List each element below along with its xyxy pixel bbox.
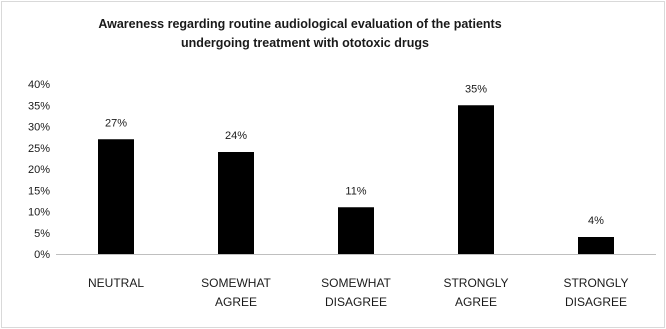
y-tick-label: 10% [28,207,50,219]
category-label: SOMEWHAT [321,276,391,290]
y-tick-label: 5% [34,228,50,240]
bar [578,237,614,254]
y-tick-label: 15% [28,185,50,197]
data-label: 4% [588,215,604,227]
bar [98,139,134,254]
category-label: STRONGLY [563,276,628,290]
y-tick-label: 30% [28,122,50,134]
y-tick-label: 40% [28,79,50,91]
chart-title-line-2: undergoing treatment with ototoxic drugs [181,36,429,50]
bar [218,152,254,254]
chart-title: Awareness regarding routine audiological… [0,15,600,53]
category-label: NEUTRAL [88,276,144,290]
category-label: AGREE [215,295,257,309]
bar [338,207,374,254]
category-label: SOMEWHAT [201,276,271,290]
data-label: 24% [225,130,247,142]
data-label: 27% [105,117,127,129]
category-label: STRONGLY [443,276,508,290]
category-label: DISAGREE [565,295,627,309]
chart-title-line-1: Awareness regarding routine audiological… [98,17,502,31]
data-label: 11% [345,185,366,197]
category-label: AGREE [455,295,497,309]
data-label: 35% [465,83,487,95]
bar [458,105,494,254]
y-tick-label: 20% [28,164,50,176]
category-label: DISAGREE [325,295,387,309]
y-tick-label: 0% [34,249,50,261]
y-tick-label: 25% [28,143,50,155]
y-tick-label: 35% [28,100,50,112]
